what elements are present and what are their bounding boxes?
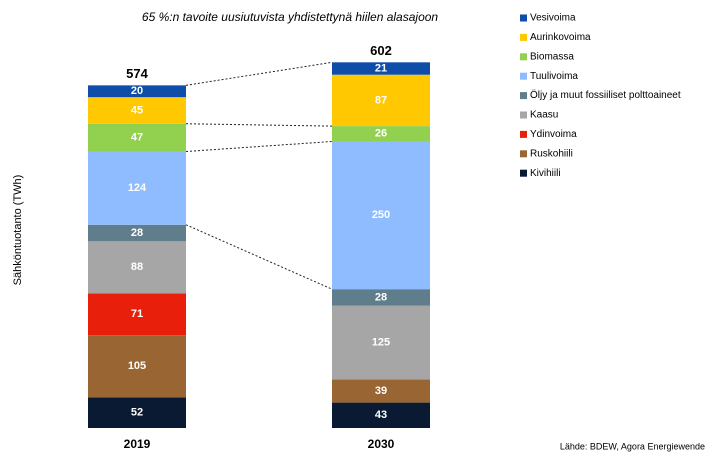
bar-segment: [88, 224, 186, 242]
segment-label: 20: [131, 85, 143, 97]
chart-title: 65 %:n tavoite uusiutuvista yhdistettynä…: [142, 10, 439, 24]
legend-swatch: [520, 150, 527, 158]
segment-label: 105: [128, 360, 146, 372]
x-tick-label: 2030: [368, 437, 395, 451]
bar-segment: [88, 397, 186, 428]
x-tick-label: 2019: [124, 437, 151, 451]
segment-label: 88: [131, 261, 143, 273]
bar-segment: [332, 289, 430, 306]
bar-segment: [332, 74, 430, 127]
segment-label: 250: [372, 209, 390, 221]
legend-label: Vesivoima: [530, 13, 576, 24]
segment-label: 43: [375, 409, 387, 421]
segment-label: 21: [375, 62, 387, 74]
bar-segment: [88, 97, 186, 124]
legend-swatch: [520, 33, 527, 41]
total-label: 602: [370, 43, 392, 58]
legend-swatch: [520, 14, 527, 22]
legend-swatch: [520, 111, 527, 119]
segment-label: 28: [375, 291, 387, 303]
bar-segment: [332, 126, 430, 142]
legend-label: Kivihiili: [530, 168, 561, 179]
legend-swatch: [520, 53, 527, 61]
legend-swatch: [520, 92, 527, 100]
legend-label: Kaasu: [530, 110, 558, 121]
legend-swatch: [520, 169, 527, 177]
bar-segment: [88, 151, 186, 225]
bar-segment: [332, 141, 430, 290]
bar-segment: [88, 293, 186, 336]
connector: [185, 61, 333, 86]
connector: [185, 224, 333, 290]
bar-segment: [332, 402, 430, 428]
bar-segment: [332, 62, 430, 75]
segment-label: 71: [131, 308, 143, 320]
legend-label: Öljy ja muut fossiiliset polttoaineet: [530, 89, 681, 101]
bar-segment: [88, 85, 186, 98]
y-axis-label: Sähköntuotanto (TWh): [12, 175, 24, 286]
legend-label: Aurinkovoima: [530, 32, 591, 43]
segment-label: 52: [131, 407, 143, 419]
segment-label: 45: [131, 104, 143, 116]
segment-label: 28: [131, 227, 143, 239]
segment-label: 47: [131, 132, 143, 144]
bar-segment: [88, 335, 186, 398]
segment-label: 125: [372, 337, 390, 349]
connector: [185, 123, 333, 127]
connector: [185, 140, 333, 153]
bar-segment: [88, 123, 186, 152]
bar-segment: [332, 305, 430, 380]
segment-label: 87: [375, 94, 387, 106]
total-label: 574: [126, 66, 148, 81]
segment-label: 26: [375, 128, 387, 140]
legend-swatch: [520, 130, 527, 138]
legend-label: Ydinvoima: [530, 129, 577, 140]
source: Lähde: BDEW, Agora Energiewende: [560, 441, 705, 451]
segment-label: 124: [128, 182, 147, 194]
legend-swatch: [520, 72, 527, 80]
legend-label: Ruskohiili: [530, 148, 573, 159]
segment-label: 39: [375, 385, 387, 397]
legend-label: Tuulivoima: [530, 71, 578, 82]
bar-segment: [88, 241, 186, 294]
bar-segment: [332, 379, 430, 403]
legend-label: Biomassa: [530, 51, 574, 62]
